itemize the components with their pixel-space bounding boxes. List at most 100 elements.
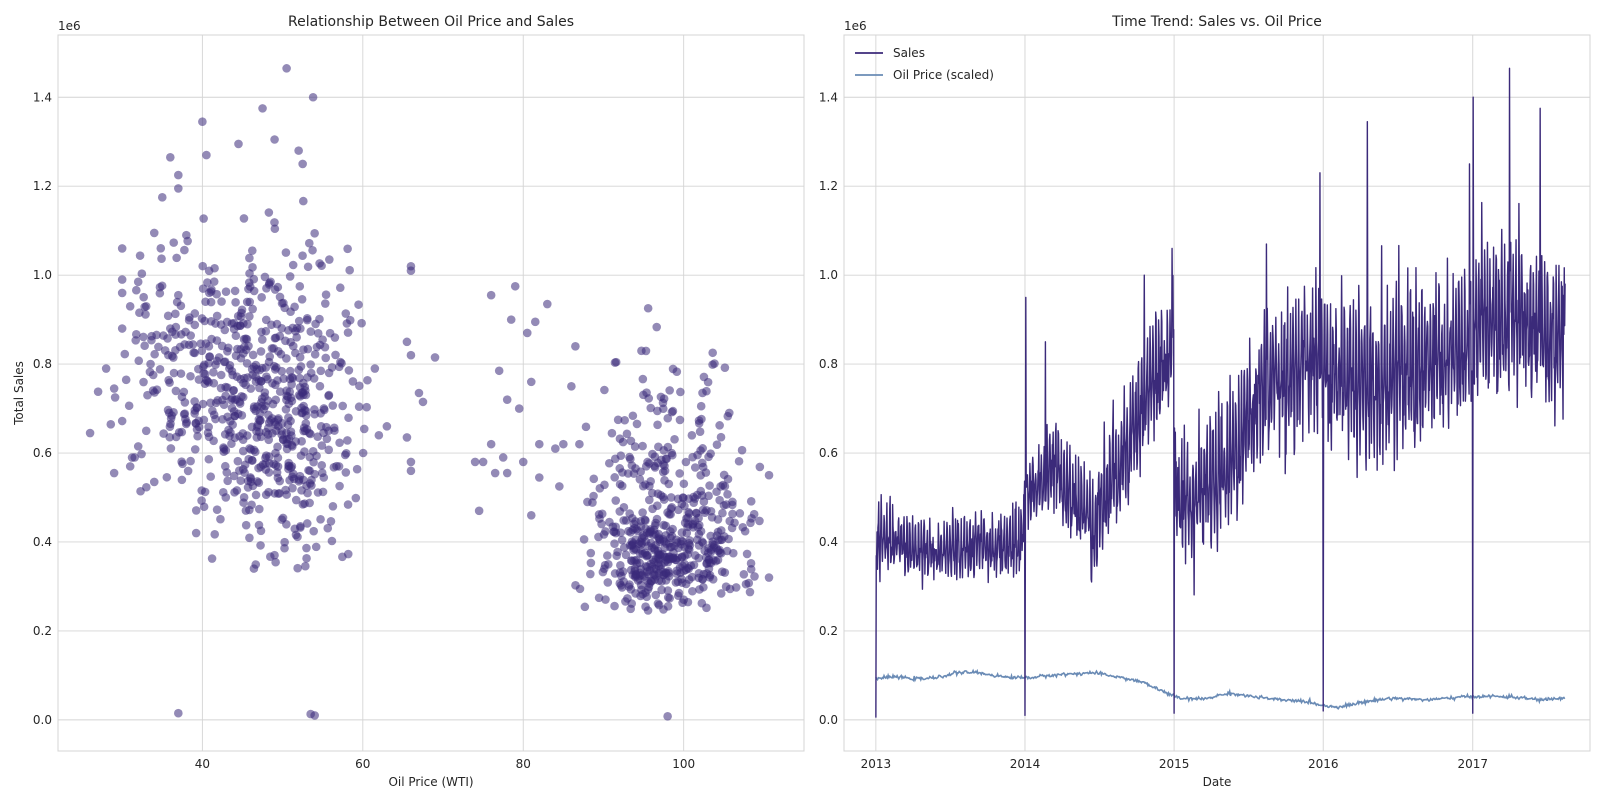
scatter-point xyxy=(402,433,412,442)
scatter-point xyxy=(628,411,638,421)
scatter-point xyxy=(294,146,303,155)
scatter-point xyxy=(498,453,508,462)
scatter-point xyxy=(257,363,267,373)
scatter-point xyxy=(209,277,219,286)
scatter-point xyxy=(117,275,127,284)
scatter-point xyxy=(204,422,213,432)
scatter-point xyxy=(713,555,723,565)
scatter-point xyxy=(202,150,211,160)
scatter-point xyxy=(617,535,627,545)
scatter-point xyxy=(522,328,532,338)
scatter-point xyxy=(502,395,512,404)
scatter-point xyxy=(139,332,148,342)
scatter-point xyxy=(382,422,392,431)
scatter-point xyxy=(651,590,661,600)
scatter-point xyxy=(667,503,677,512)
scatter-point xyxy=(717,535,727,544)
scatter-point xyxy=(636,580,646,590)
scatter-point xyxy=(653,406,662,416)
scatter-point xyxy=(604,458,614,468)
scatter-point xyxy=(357,318,366,328)
scatter-point xyxy=(678,598,687,607)
scatter-point xyxy=(231,298,240,307)
scatter-point xyxy=(210,529,220,539)
scatter-point xyxy=(327,536,337,546)
scatter-point xyxy=(490,468,500,478)
scatter-point xyxy=(642,551,652,560)
scatter-point xyxy=(206,472,216,481)
scatter-point xyxy=(551,444,560,453)
scatter-point xyxy=(506,315,516,324)
scatter-point xyxy=(300,499,309,508)
scatter-point xyxy=(155,288,165,298)
scatter-point xyxy=(332,461,341,471)
scatter-point xyxy=(236,312,246,321)
scatter-point xyxy=(740,526,750,536)
scatter-point xyxy=(613,547,622,557)
scatter-point xyxy=(691,551,700,560)
scatter-point xyxy=(121,375,131,385)
scatter-point xyxy=(285,272,295,281)
scatter-point xyxy=(172,253,181,263)
scatter-point xyxy=(198,261,208,271)
scatter-point xyxy=(647,488,657,498)
scatter-point xyxy=(204,454,214,464)
scatter-point xyxy=(211,319,220,328)
scatter-point xyxy=(285,366,295,376)
scatter-point xyxy=(230,286,240,296)
scatter-point xyxy=(171,386,181,396)
scatter-point xyxy=(263,430,273,439)
scatter-point xyxy=(668,364,678,374)
scatter-point xyxy=(286,393,296,402)
line-x-tick-label: 2016 xyxy=(1308,757,1339,771)
scatter-point xyxy=(665,554,675,564)
scatter-point xyxy=(652,501,662,510)
scatter-point xyxy=(302,543,311,553)
scatter-point xyxy=(277,366,287,376)
scatter-point xyxy=(325,255,334,264)
scatter-point xyxy=(320,299,330,308)
scatter-point xyxy=(109,384,119,393)
scatter-point xyxy=(716,432,726,442)
scatter-point xyxy=(620,415,630,425)
scatter-point xyxy=(197,486,207,495)
scatter-y-tick-label: 0.2 xyxy=(33,624,52,638)
scatter-point xyxy=(664,572,674,581)
scatter-point xyxy=(204,266,214,276)
scatter-point xyxy=(117,244,127,253)
legend-oil-label: Oil Price (scaled) xyxy=(893,68,994,82)
scatter-point xyxy=(259,404,269,414)
scatter-point xyxy=(631,569,641,579)
scatter-point xyxy=(301,561,310,571)
scatter-point xyxy=(617,481,627,491)
scatter-point xyxy=(297,437,306,446)
scatter-point xyxy=(597,509,607,519)
scatter-point xyxy=(174,184,183,193)
scatter-point xyxy=(202,375,211,385)
scatter-point xyxy=(673,577,683,586)
scatter-point xyxy=(321,290,331,300)
scatter-point xyxy=(310,350,320,359)
scatter-point xyxy=(321,353,331,363)
scatter-point xyxy=(340,450,350,460)
scatter-panel: 40 60 80 100 0.0 0.2 0.4 0.6 0.8 1.0 1.2 1.4 Relat… xyxy=(12,14,805,789)
scatter-point xyxy=(221,391,230,401)
scatter-point xyxy=(178,459,187,469)
scatter-point xyxy=(502,468,512,478)
scatter-point xyxy=(663,413,673,423)
scatter-point xyxy=(268,379,277,388)
scatter-point xyxy=(264,468,274,477)
scatter-point xyxy=(155,365,165,374)
scatter-point xyxy=(254,520,264,530)
scatter-point xyxy=(139,292,148,302)
scatter-x-tick-label: 40 xyxy=(195,757,210,771)
scatter-point xyxy=(145,367,155,377)
scatter-point xyxy=(688,523,698,532)
scatter-point xyxy=(231,331,241,341)
scatter-point xyxy=(135,251,145,260)
scatter-point xyxy=(245,444,254,453)
scatter-point xyxy=(699,582,708,592)
scatter-point xyxy=(221,287,231,297)
scatter-point xyxy=(220,325,230,335)
scatter-point xyxy=(163,334,172,343)
